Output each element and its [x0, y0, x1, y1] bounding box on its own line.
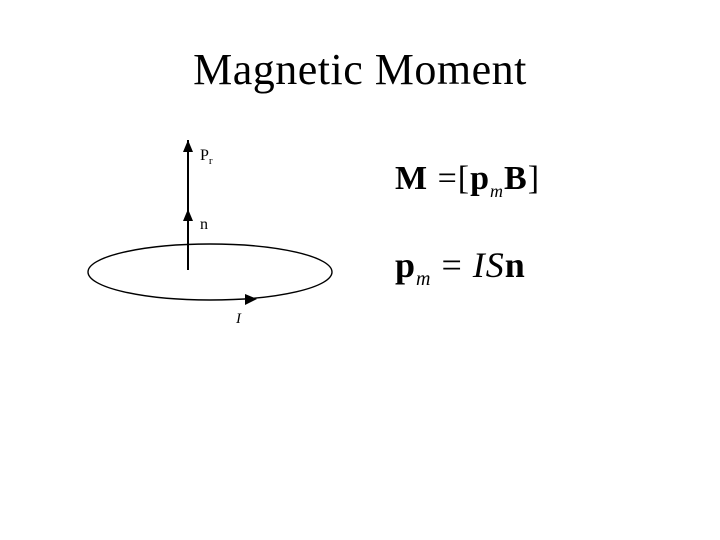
arrowhead-current [245, 294, 257, 305]
eq1-B: B [504, 160, 528, 197]
equation-moment: pm = ISn [395, 244, 540, 291]
eq1-sub-m: m [490, 181, 504, 201]
eq2-sub-m: m [416, 268, 431, 290]
arrowhead-top [183, 140, 193, 152]
label-pr-sub: r [209, 155, 213, 167]
arrowhead-mid [183, 209, 193, 221]
label-n: n [200, 216, 208, 234]
eq2-p: p [395, 245, 416, 285]
eq2-S: S [486, 245, 505, 285]
eq1-p: p [470, 160, 490, 197]
eq1-M: M [395, 160, 428, 197]
eq1-close: ] [528, 160, 540, 197]
label-pr-main: P [200, 147, 209, 164]
slide-page: Magnetic Moment Pr n I M =[pmB] pm = ISn [0, 0, 720, 540]
eq2-eq: = [441, 245, 462, 285]
magnetic-moment-diagram [60, 135, 360, 355]
label-i: I [236, 311, 241, 328]
eq2-sp2 [463, 245, 473, 285]
label-p-sub-r: Pr [200, 147, 213, 167]
eq2-sp [431, 245, 441, 285]
eq2-I: I [473, 245, 486, 285]
page-title: Magnetic Moment [0, 44, 720, 95]
equation-torque: M =[pmB] [395, 160, 540, 202]
eq1-eq: =[ [428, 160, 470, 197]
current-loop [88, 244, 332, 300]
eq2-n: n [505, 245, 526, 285]
equations-block: M =[pmB] pm = ISn [395, 160, 540, 291]
